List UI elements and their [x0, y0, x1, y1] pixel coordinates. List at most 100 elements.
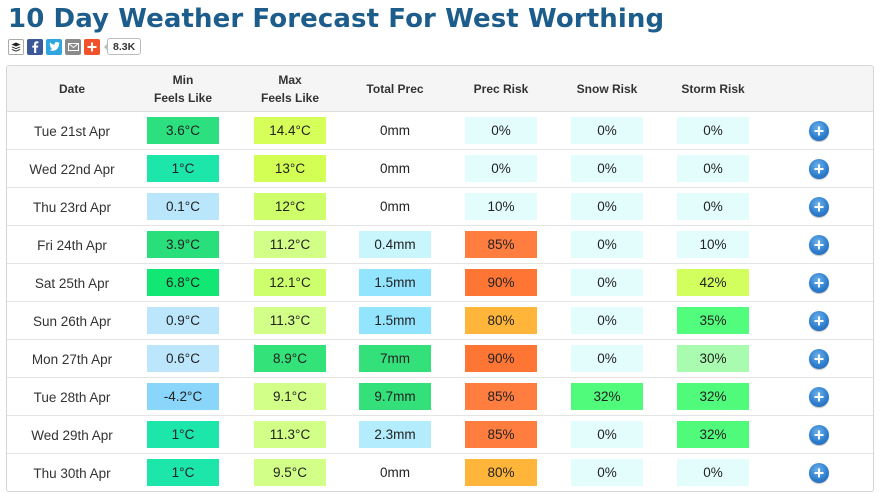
date-cell: Wed 22nd Apr — [29, 161, 115, 177]
expand-plus-icon[interactable] — [809, 235, 829, 255]
min-feels-like-cell: 3.9°C — [147, 231, 219, 258]
total-prec-cell: 1.5mm — [359, 307, 431, 334]
header-max-feels-like: Max Feels Like — [260, 73, 320, 105]
min-feels-like-cell: 0.9°C — [147, 307, 219, 334]
snow-risk-cell: 0% — [571, 117, 643, 144]
storm-risk-cell: 32% — [677, 421, 749, 448]
storm-risk-cell: 35% — [677, 307, 749, 334]
min-feels-like-cell: 6.8°C — [147, 269, 219, 296]
table-row: Fri 24th Apr 3.9°C 11.2°C 0.4mm 85% 0% 10% — [7, 226, 873, 264]
date-cell: Thu 30th Apr — [33, 465, 111, 481]
header-storm-risk: Storm Risk — [681, 82, 745, 96]
date-cell: Tue 28th Apr — [33, 389, 111, 405]
page-title: 10 Day Weather Forecast For West Worthin… — [8, 4, 665, 34]
prec-risk-cell: 85% — [465, 383, 537, 410]
storm-risk-cell: 0% — [677, 117, 749, 144]
table-row: Wed 22nd Apr 1°C 13°C 0mm 0% 0% 0% — [7, 150, 873, 188]
min-feels-like-cell: 0.1°C — [147, 193, 219, 220]
total-prec-cell: 9.7mm — [359, 383, 431, 410]
storm-risk-cell: 10% — [677, 231, 749, 258]
total-prec-cell: 1.5mm — [359, 269, 431, 296]
max-feels-like-cell: 13°C — [254, 155, 326, 182]
add-share-icon[interactable] — [84, 38, 100, 55]
max-feels-like-cell: 12°C — [254, 193, 326, 220]
table-header: Date Min Feels Like Max Feels Like Total P… — [7, 66, 873, 112]
share-bar: 8.3K — [8, 38, 142, 55]
max-feels-like-cell: 11.2°C — [254, 231, 326, 258]
prec-risk-cell: 80% — [465, 307, 537, 334]
max-feels-like-cell: 9.1°C — [254, 383, 326, 410]
prec-risk-cell: 80% — [465, 459, 537, 486]
twitter-icon[interactable] — [46, 38, 62, 55]
prec-risk-cell: 85% — [465, 231, 537, 258]
max-feels-like-cell: 11.3°C — [254, 421, 326, 448]
total-prec-cell: 0mm — [359, 193, 431, 220]
min-feels-like-cell: 1°C — [147, 421, 219, 448]
table-row: Mon 27th Apr 0.6°C 8.9°C 7mm 90% 0% 30% — [7, 340, 873, 378]
prec-risk-cell: 10% — [465, 193, 537, 220]
total-prec-cell: 7mm — [359, 345, 431, 372]
total-prec-cell: 0mm — [359, 459, 431, 486]
storm-risk-cell: 32% — [677, 383, 749, 410]
total-prec-cell: 0mm — [359, 155, 431, 182]
max-feels-like-cell: 12.1°C — [254, 269, 326, 296]
storm-risk-cell: 0% — [677, 193, 749, 220]
prec-risk-cell: 0% — [465, 155, 537, 182]
min-feels-like-cell: 3.6°C — [147, 117, 219, 144]
table-row: Tue 28th Apr -4.2°C 9.1°C 9.7mm 85% 32% 32% — [7, 378, 873, 416]
header-prec-risk: Prec Risk — [473, 82, 529, 96]
forecast-table: Date Min Feels Like Max Feels Like Total P… — [6, 65, 874, 492]
snow-risk-cell: 0% — [571, 345, 643, 372]
table-row: Tue 21st Apr 3.6°C 14.4°C 0mm 0% 0% 0% — [7, 112, 873, 150]
header-total-prec: Total Prec — [366, 82, 424, 96]
header-min-feels-like: Min Feels Like — [153, 73, 213, 105]
snow-risk-cell: 0% — [571, 307, 643, 334]
min-feels-like-cell: -4.2°C — [147, 383, 219, 410]
facebook-icon[interactable] — [27, 38, 43, 55]
max-feels-like-cell: 9.5°C — [254, 459, 326, 486]
expand-plus-icon[interactable] — [809, 387, 829, 407]
storm-risk-cell: 0% — [677, 459, 749, 486]
snow-risk-cell: 0% — [571, 193, 643, 220]
email-icon[interactable] — [65, 38, 81, 55]
expand-plus-icon[interactable] — [809, 273, 829, 293]
expand-plus-icon[interactable] — [809, 349, 829, 369]
prec-risk-cell: 90% — [465, 345, 537, 372]
expand-plus-icon[interactable] — [809, 311, 829, 331]
snow-risk-cell: 0% — [571, 459, 643, 486]
expand-plus-icon[interactable] — [809, 197, 829, 217]
snow-risk-cell: 32% — [571, 383, 643, 410]
table-row: Thu 23rd Apr 0.1°C 12°C 0mm 10% 0% 0% — [7, 188, 873, 226]
header-date: Date — [58, 82, 86, 96]
storm-risk-cell: 30% — [677, 345, 749, 372]
min-feels-like-cell: 1°C — [147, 155, 219, 182]
date-cell: Thu 23rd Apr — [32, 199, 112, 215]
buffer-icon[interactable] — [8, 38, 24, 55]
date-cell: Mon 27th Apr — [31, 351, 113, 367]
max-feels-like-cell: 14.4°C — [254, 117, 326, 144]
storm-risk-cell: 42% — [677, 269, 749, 296]
expand-plus-icon[interactable] — [809, 425, 829, 445]
min-feels-like-cell: 1°C — [147, 459, 219, 486]
expand-plus-icon[interactable] — [809, 463, 829, 483]
expand-plus-icon[interactable] — [809, 121, 829, 141]
total-prec-cell: 0.4mm — [359, 231, 431, 258]
snow-risk-cell: 0% — [571, 155, 643, 182]
prec-risk-cell: 90% — [465, 269, 537, 296]
min-feels-like-cell: 0.6°C — [147, 345, 219, 372]
prec-risk-cell: 85% — [465, 421, 537, 448]
snow-risk-cell: 0% — [571, 231, 643, 258]
date-cell: Tue 21st Apr — [33, 123, 111, 139]
header-snow-risk: Snow Risk — [576, 82, 638, 96]
snow-risk-cell: 0% — [571, 421, 643, 448]
date-cell: Sat 25th Apr — [34, 275, 110, 291]
date-cell: Wed 29th Apr — [31, 427, 113, 443]
total-prec-cell: 2.3mm — [359, 421, 431, 448]
date-cell: Fri 24th Apr — [37, 237, 107, 253]
expand-plus-icon[interactable] — [809, 159, 829, 179]
storm-risk-cell: 0% — [677, 155, 749, 182]
table-row: Sat 25th Apr 6.8°C 12.1°C 1.5mm 90% 0% 42% — [7, 264, 873, 302]
snow-risk-cell: 0% — [571, 269, 643, 296]
prec-risk-cell: 0% — [465, 117, 537, 144]
table-row: Wed 29th Apr 1°C 11.3°C 2.3mm 85% 0% 32% — [7, 416, 873, 454]
